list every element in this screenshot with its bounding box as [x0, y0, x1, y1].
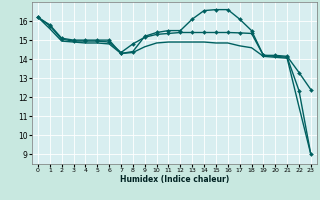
- X-axis label: Humidex (Indice chaleur): Humidex (Indice chaleur): [120, 175, 229, 184]
